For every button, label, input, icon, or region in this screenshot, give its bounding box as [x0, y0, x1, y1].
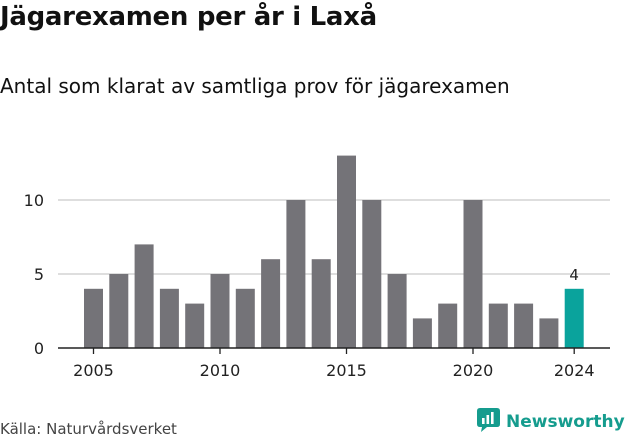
- bar-2015: [337, 155, 356, 348]
- bar-2012: [261, 259, 281, 348]
- brand-logo[interactable]: Newsworthy: [476, 407, 625, 436]
- y-tick-label-5: 5: [34, 265, 44, 284]
- bar-2011: [235, 288, 255, 348]
- x-tick-label-2020: 2020: [453, 361, 494, 380]
- x-tick-label-2024: 2024: [554, 361, 595, 380]
- bar-2021: [488, 303, 508, 348]
- bar-2022: [514, 303, 534, 348]
- bar-2024: [564, 288, 584, 348]
- chart-subtitle: Antal som klarat av samtliga prov för jä…: [0, 74, 510, 98]
- x-tick-label-2005: 2005: [73, 361, 114, 380]
- y-tick-label-0: 0: [34, 339, 44, 358]
- bar-2007: [134, 244, 154, 348]
- bar-2016: [362, 200, 382, 348]
- x-tick-label-2010: 2010: [200, 361, 241, 380]
- bar-2006: [109, 274, 129, 348]
- bar-2023: [539, 318, 559, 348]
- data-label-2024: 4: [569, 266, 579, 284]
- bar-2017: [387, 274, 407, 348]
- bar-2020: [463, 200, 483, 348]
- x-tick-label-2015: 2015: [326, 361, 367, 380]
- bar-2010: [210, 274, 230, 348]
- brand-name: Newsworthy: [506, 411, 625, 432]
- chart-title: Jägarexamen per år i Laxå: [0, 2, 377, 32]
- bar-2008: [159, 288, 179, 348]
- bar-2018: [412, 318, 432, 348]
- bar-2014: [311, 259, 331, 348]
- source-note: Källa: Naturvårdsverket: [0, 420, 177, 438]
- newsworthy-logo-icon: [476, 407, 501, 436]
- y-tick-label-10: 10: [24, 191, 44, 210]
- bar-2005: [84, 288, 103, 348]
- bar-2019: [438, 303, 458, 348]
- bar-2009: [185, 303, 205, 348]
- bar-2013: [286, 200, 306, 348]
- bar-chart: 0 5 10 2005 2010 2015 2020 2024 4: [24, 155, 610, 380]
